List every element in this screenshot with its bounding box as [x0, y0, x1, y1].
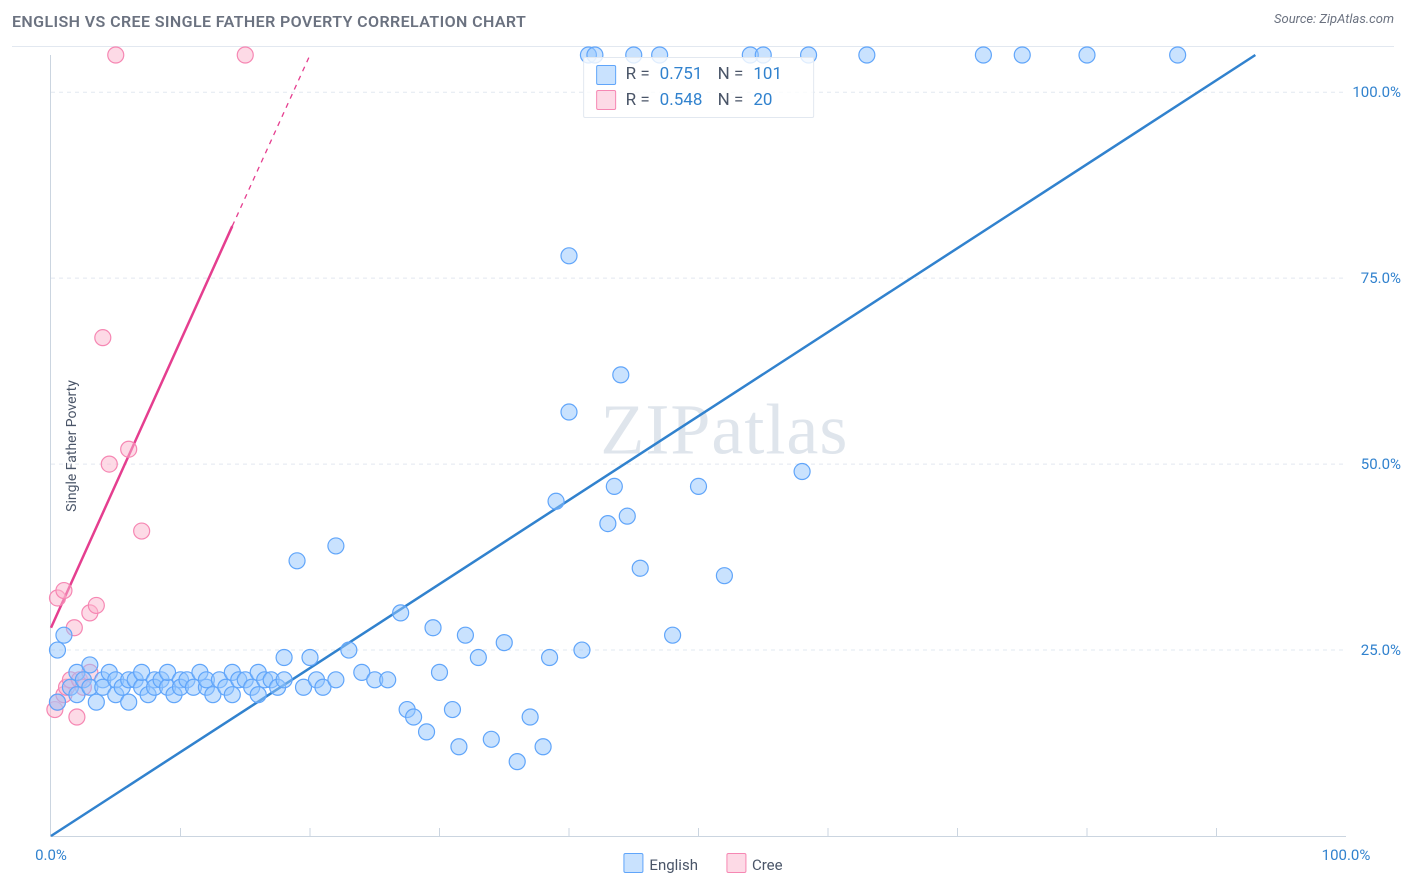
legend-item-english: English: [623, 853, 698, 874]
swatch-cree-icon: [726, 853, 746, 873]
stat-r-cree: 0.548: [660, 88, 708, 114]
swatch-english-icon: [623, 853, 643, 873]
stat-n-english: 101: [753, 62, 801, 88]
chart-frame: ENGLISH VS CREE SINGLE FATHER POVERTY CO…: [0, 0, 1406, 892]
source-credit: Source: ZipAtlas.com: [1274, 12, 1394, 27]
stat-n-label: N =: [718, 88, 744, 114]
y-tick-label: 75.0%: [1361, 269, 1401, 287]
swatch-cree-icon: [596, 90, 616, 110]
y-tick-label: 50.0%: [1361, 455, 1401, 473]
stat-r-english: 0.751: [660, 62, 708, 88]
source-name: ZipAtlas.com: [1319, 12, 1394, 27]
legend-label-english: English: [649, 856, 698, 874]
stat-r-label: R =: [626, 88, 650, 114]
swatch-english-icon: [596, 65, 616, 85]
legend-label-cree: Cree: [752, 856, 783, 874]
header-bar: ENGLISH VS CREE SINGLE FATHER POVERTY CO…: [12, 12, 1394, 47]
stat-r-label: R =: [626, 62, 650, 88]
y-tick-label: 100.0%: [1352, 83, 1401, 101]
stats-row-english: R = 0.751 N = 101: [596, 62, 802, 88]
chart-title: ENGLISH VS CREE SINGLE FATHER POVERTY CO…: [12, 12, 526, 31]
source-label: Source:: [1274, 12, 1319, 27]
plot-svg: [51, 55, 1346, 836]
x-tick-label: 0.0%: [35, 846, 67, 864]
bottom-legend: English Cree: [623, 853, 782, 874]
x-tick-label: 100.0%: [1322, 846, 1371, 864]
plot-area: ZIPatlas R = 0.751 N = 101 R = 0.548 N =…: [50, 55, 1346, 837]
stats-row-cree: R = 0.548 N = 20: [596, 88, 802, 114]
stat-n-label: N =: [718, 62, 744, 88]
stats-legend: R = 0.751 N = 101 R = 0.548 N = 20: [583, 57, 815, 118]
legend-item-cree: Cree: [726, 853, 783, 874]
y-tick-label: 25.0%: [1361, 641, 1401, 659]
stat-n-cree: 20: [753, 88, 801, 114]
